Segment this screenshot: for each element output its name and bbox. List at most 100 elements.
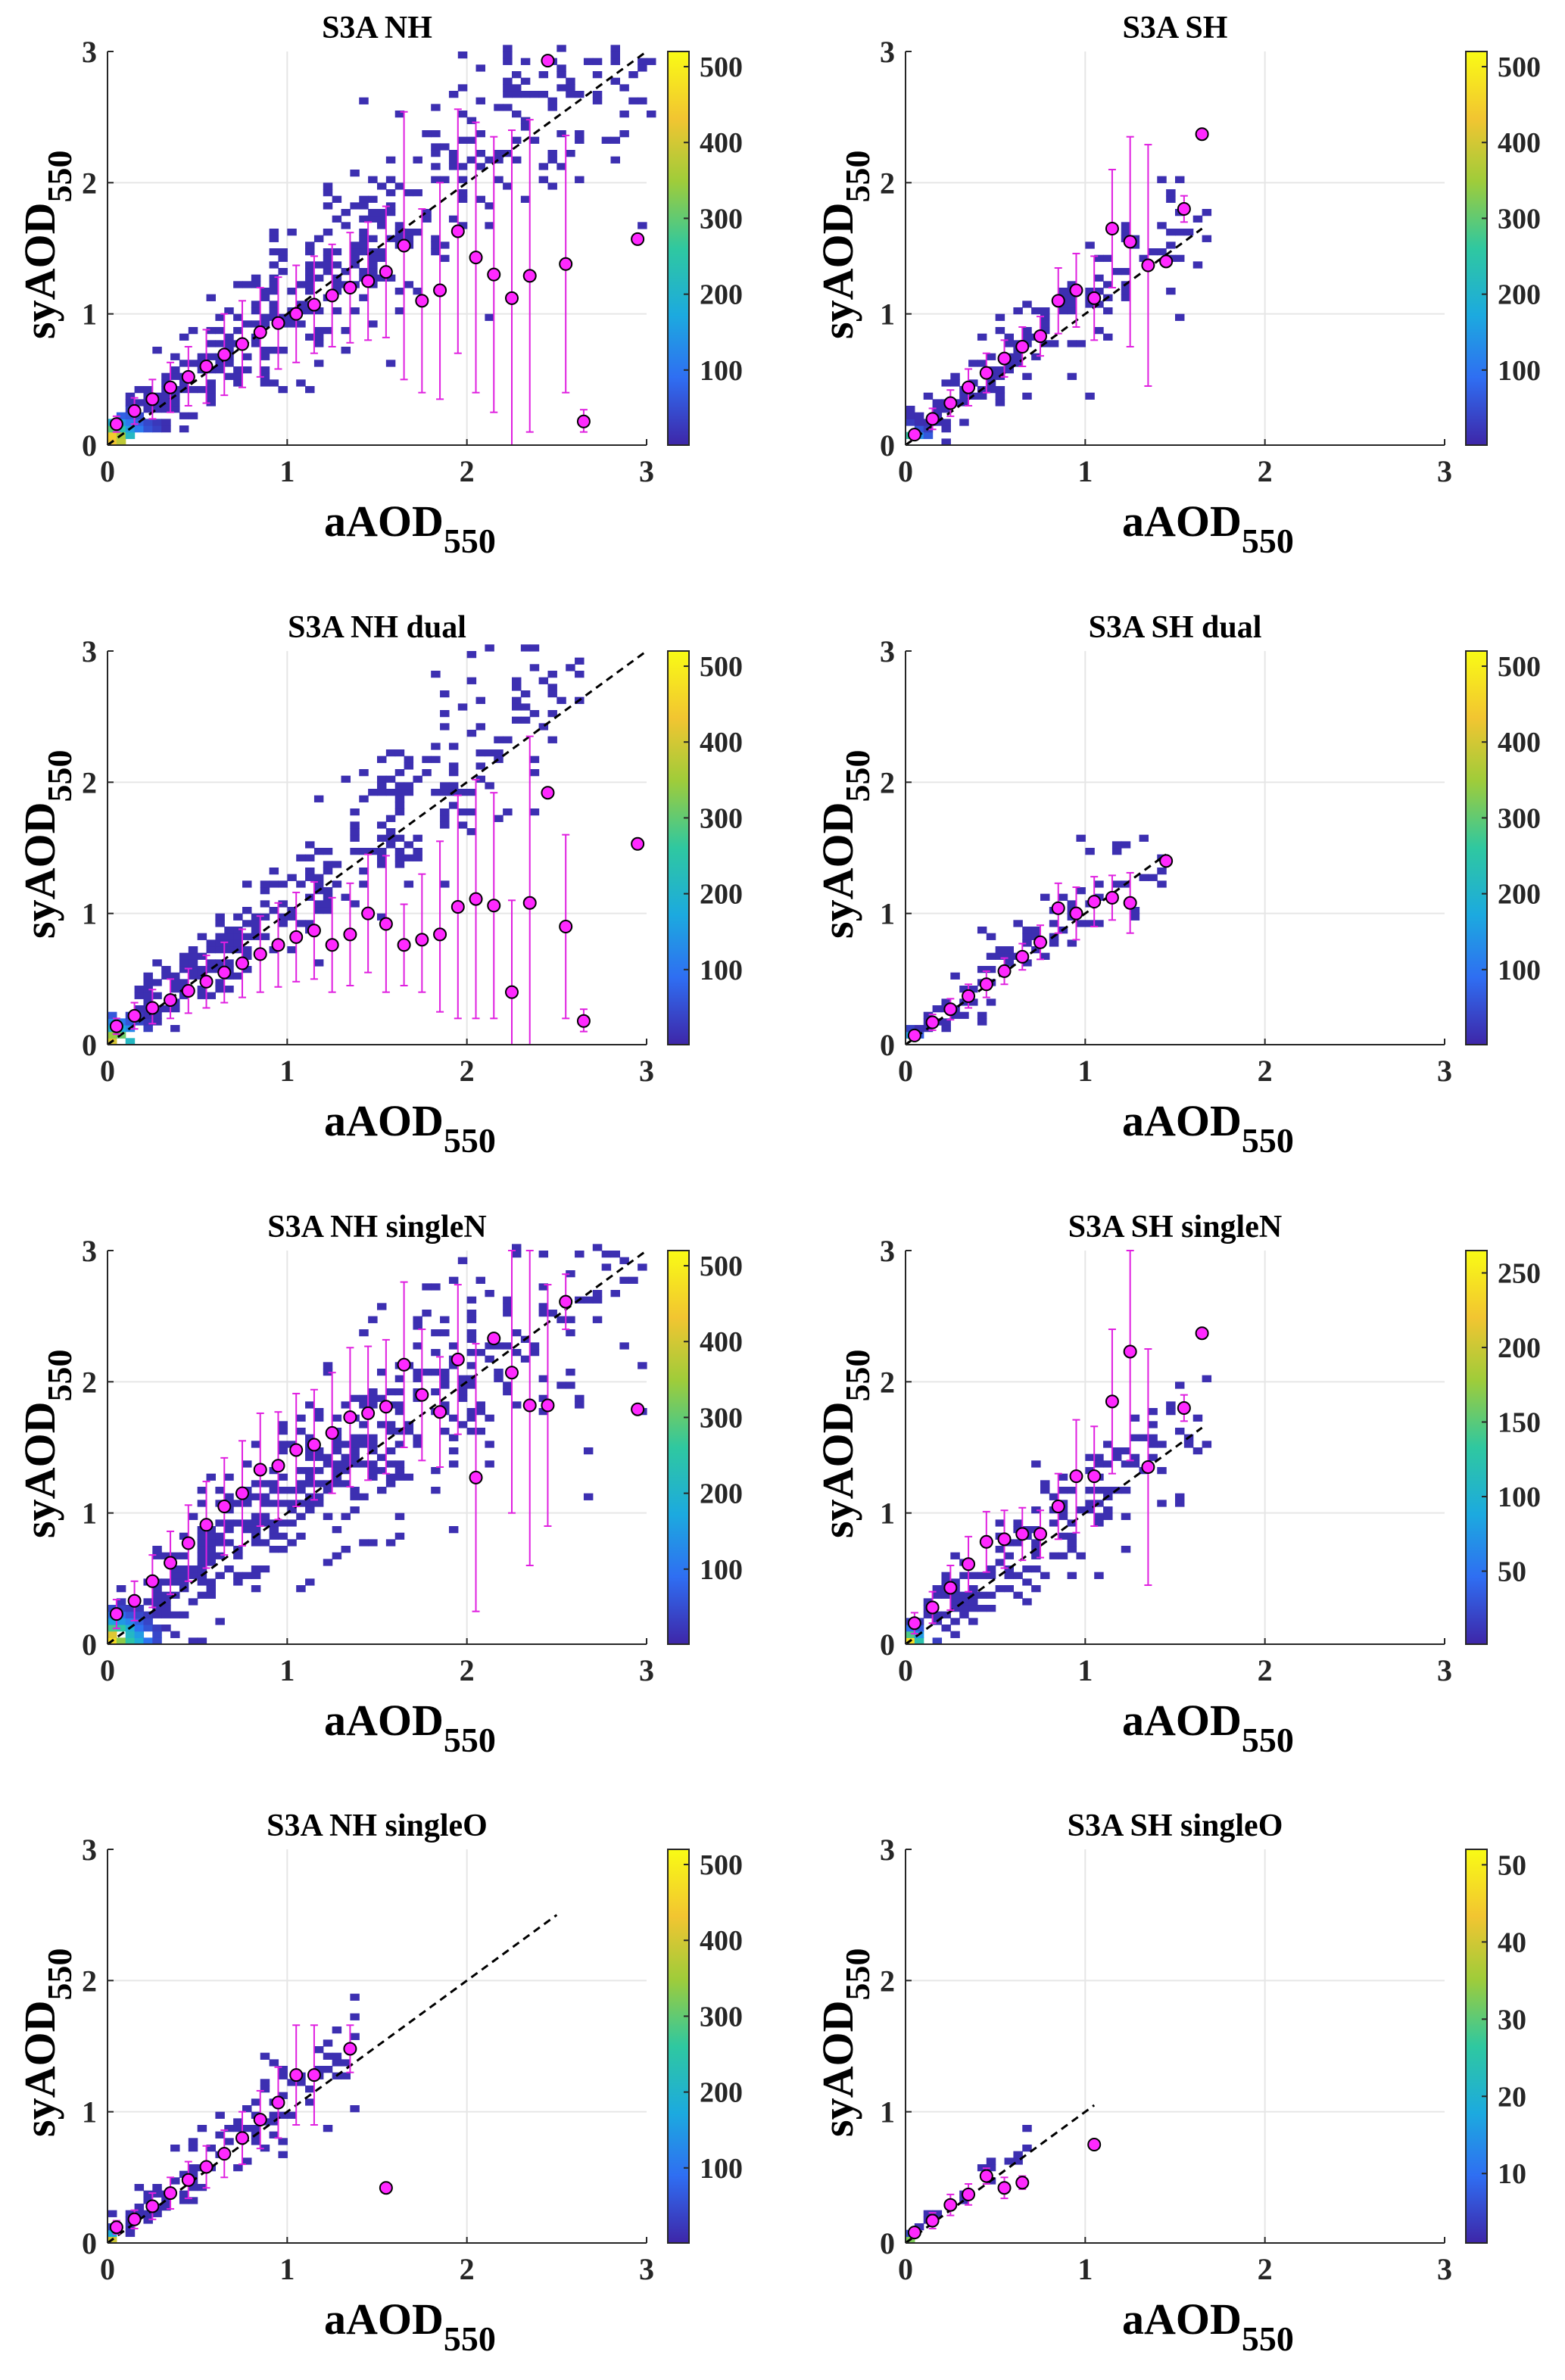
density-bin [466,1382,477,1389]
density-bin [152,347,162,354]
x-tick-label: 0 [100,1054,115,1088]
x-tick-label: 3 [639,1653,654,1687]
density-bin [1121,288,1131,295]
mean-point [1141,258,1155,273]
density-bin [260,2079,270,2086]
density-bin [394,808,405,816]
y-tick-label: 0 [82,2226,97,2260]
density-bin [215,979,225,986]
x-tick-label: 0 [100,454,115,488]
density-bin [188,2170,198,2178]
density-bin [332,1467,342,1475]
density-bin [269,274,279,282]
density-bin [179,966,189,973]
density-bin [914,2223,924,2231]
density-bin [448,802,459,809]
density-bin [179,333,189,341]
density-bin [914,412,924,419]
density-bin [179,412,189,419]
density-bin [143,972,153,980]
density-bin [1139,834,1149,842]
density-bin [941,406,951,413]
density-bin [377,834,387,842]
density-bin [1202,209,1212,217]
density-bin [914,425,924,433]
density-bin [1202,1375,1212,1382]
density-bin [215,1572,225,1579]
density-bin [287,229,297,236]
density-bin [161,1625,171,1632]
density-bin [260,366,270,374]
density-bin [332,1414,342,1422]
density-bin [251,920,261,927]
density-bin [359,1421,369,1428]
density-bin [1067,1532,1077,1540]
density-bin [932,1005,943,1013]
density-bin [520,77,531,85]
density-bin [251,281,261,288]
mean-point [1195,127,1209,142]
mean-point [1177,1401,1191,1415]
density-bin [125,392,136,400]
density-bin [1013,1572,1023,1579]
density-bin [323,868,333,875]
density-bin [134,2204,145,2211]
x-tick-label: 1 [279,1653,295,1687]
density-bin [260,2086,270,2093]
density-bin [512,703,522,711]
density-bin [457,176,468,183]
density-bin [512,91,522,98]
density-bin [269,347,279,354]
y-axis-label-subscript: 550 [838,750,877,802]
colorbar-tick-label: 300 [700,802,743,834]
density-bin [592,1296,603,1304]
subplot-title: S3A NH singleO [267,1808,488,1843]
density-bin [512,684,522,691]
density-bin [1166,1401,1176,1409]
density-bin [466,677,477,684]
mean-point [469,892,483,906]
density-bin [161,1005,171,1013]
density-bin [296,1585,306,1593]
x-axis-label: aAOD550 [1122,497,1294,560]
x-tick-label: 1 [279,454,295,488]
density-bin [394,111,405,118]
density-bin [394,1460,405,1468]
density-bin [385,749,396,757]
density-bin [341,1512,351,1520]
density-bin [1022,933,1032,940]
density-bin [323,229,333,236]
density-bin [287,288,297,295]
density-bin [448,163,459,170]
density-bin [448,1276,459,1284]
x-tick-label: 3 [639,1054,654,1088]
density-bin [1013,2151,1023,2158]
density-bin [457,111,468,118]
y-tick-label: 2 [880,1365,895,1399]
y-tick-label: 3 [82,35,97,69]
x-axis-label: aAOD550 [324,2294,496,2358]
density-bin [152,979,162,986]
y-axis-label-main: syAOD [813,2001,862,2137]
density-bin [457,1375,468,1382]
density-bin [1085,1487,1095,1494]
mean-point [997,1532,1012,1547]
density-bin [959,392,969,400]
x-tick-label: 2 [460,454,475,488]
density-bin [260,1519,270,1527]
density-bin [323,907,333,914]
density-bin [959,419,969,426]
density-bin [287,907,297,914]
density-bin [278,920,288,927]
mean-point [979,2169,993,2183]
x-axis-label-main: aAOD [324,1696,444,1745]
colorbar-tick-label: 200 [700,879,743,911]
density-bin [385,841,396,849]
density-bin [260,900,270,908]
y-tick-label: 1 [82,1497,97,1531]
density-bin [287,946,297,954]
density-bin [950,1598,960,1606]
density-bin [1058,1512,1068,1520]
density-bin [179,1552,189,1559]
density-bin [269,1487,279,1494]
